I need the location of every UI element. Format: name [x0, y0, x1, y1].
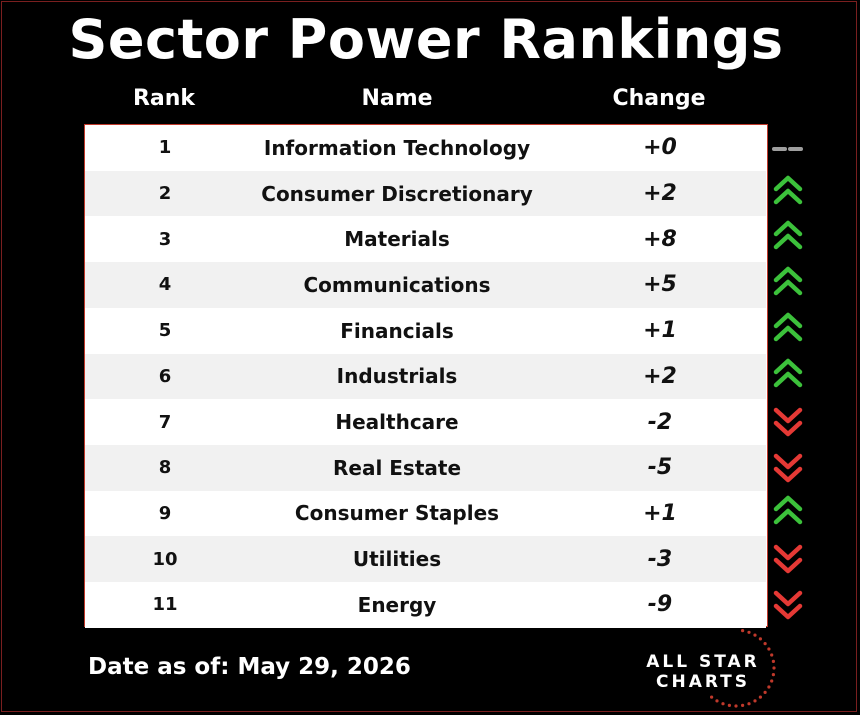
name-cell: Consumer Discretionary [261, 181, 533, 206]
logo-line-1: ALL STAR [646, 652, 760, 672]
double-chevron-up-icon [773, 312, 803, 342]
rank-cell: 7 [158, 411, 172, 433]
change-cell: +0 [643, 135, 677, 161]
double-chevron-up-icon [773, 175, 803, 204]
name-cell: Consumer Staples [294, 501, 500, 526]
table-row: 6 Industrials +2 [85, 353, 766, 400]
rank-cell: 1 [158, 137, 172, 159]
table-row: 8 Real Estate -5 [85, 444, 766, 491]
double-chevron-down-icon [773, 453, 803, 483]
name-cell: Communications [303, 272, 491, 297]
change-cell: -2 [647, 409, 673, 435]
rank-cell: 9 [158, 502, 172, 524]
change-cell: +2 [643, 181, 677, 207]
rank-cell: 11 [152, 594, 178, 616]
table-row: 11 Energy -9 [85, 582, 766, 628]
double-chevron-up-icon [773, 266, 803, 296]
rankings-table: 1 Information Technology +0 2 Consumer Discr… [84, 124, 768, 628]
name-cell: Energy [357, 592, 437, 617]
name-cell: Utilities [352, 547, 442, 572]
change-cell: +8 [643, 226, 677, 252]
name-cell: Financials [340, 318, 454, 343]
flat-dash-icon [772, 147, 803, 151]
column-header-change: Change [612, 86, 706, 111]
logo-stars-ring [710, 629, 776, 708]
rank-cell: 8 [158, 457, 172, 479]
rank-cell: 2 [158, 183, 172, 205]
table-row: 1 Information Technology +0 [85, 125, 766, 171]
name-cell: Information Technology [263, 135, 531, 160]
column-header-name: Name [361, 86, 433, 111]
name-cell: Industrials [336, 364, 458, 389]
rank-cell: 5 [158, 320, 172, 342]
page-title: Sector Power Rankings [68, 8, 784, 71]
rank-cell: 10 [152, 548, 178, 570]
double-chevron-up-icon [773, 221, 803, 250]
table-row: 3 Materials +8 [85, 216, 766, 263]
column-header-rank: Rank [132, 86, 196, 111]
double-chevron-down-icon [773, 590, 803, 620]
table-row: 5 Financials +1 [85, 307, 766, 354]
double-chevron-down-icon [773, 407, 803, 437]
change-cell: +1 [643, 318, 677, 344]
table-row: 7 Healthcare -2 [85, 399, 766, 445]
rank-cell: 3 [158, 228, 172, 250]
name-cell: Healthcare [335, 410, 459, 435]
change-cell: -5 [647, 455, 673, 481]
table-row: 10 Utilities -3 [85, 536, 766, 582]
table-row: 4 Communications +5 [85, 262, 766, 308]
change-cell: -9 [647, 592, 673, 618]
change-cell: +1 [643, 500, 677, 526]
name-cell: Materials [344, 227, 450, 252]
double-chevron-up-icon [773, 358, 803, 387]
table-row: 2 Consumer Discretionary +2 [85, 170, 766, 217]
all-star-charts-logo: ALL STAR CHARTS [628, 628, 778, 710]
name-cell: Real Estate [332, 455, 462, 480]
rank-cell: 6 [158, 365, 172, 387]
change-cell: +5 [643, 272, 677, 298]
date-as-of: Date as of: May 29, 2026 [88, 654, 411, 680]
logo-line-2: CHARTS [655, 672, 751, 692]
table-row: 9 Consumer Staples +1 [85, 490, 766, 537]
double-chevron-up-icon [773, 495, 803, 524]
change-cell: -3 [647, 546, 673, 572]
double-chevron-down-icon [773, 545, 803, 574]
change-cell: +2 [643, 363, 677, 389]
rank-cell: 4 [158, 274, 172, 296]
